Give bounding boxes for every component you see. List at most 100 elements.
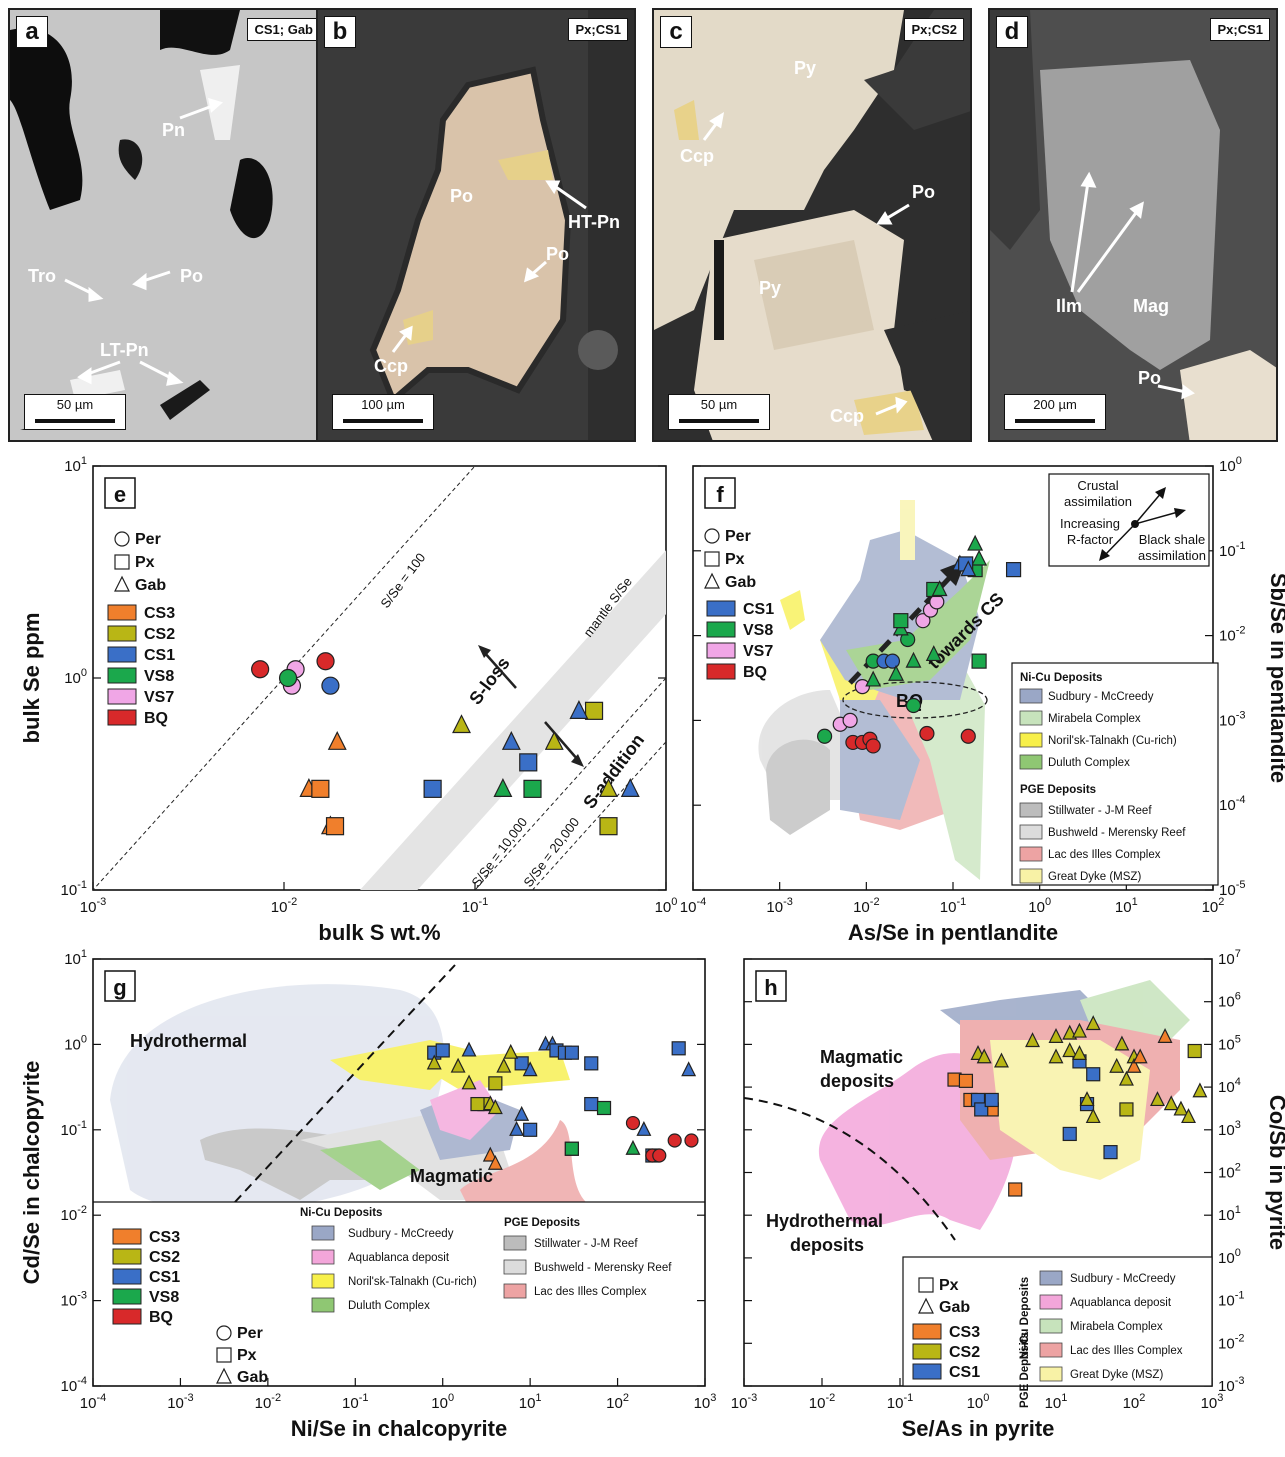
legend-swatch xyxy=(706,600,736,617)
y-tick-label: 10-4 xyxy=(1219,794,1245,814)
fields-legend-swatch xyxy=(311,1225,335,1241)
chart-g: 10-4 10-3 10-2 10-1 100 101 102 103 10-4 10-3 10-2… xyxy=(19,948,716,1441)
ratio-line xyxy=(474,677,666,890)
x-tick-label: 10-1 xyxy=(462,896,488,916)
legend-label: Gab xyxy=(237,1369,268,1386)
legend-label: Gab xyxy=(725,574,756,591)
y-tick-label: 100 xyxy=(1219,455,1242,475)
y-tick-label: 104 xyxy=(1218,1076,1241,1096)
legend-marker-gab xyxy=(704,572,720,589)
data-point xyxy=(984,1092,999,1108)
photo-c-mineral-label: Py xyxy=(759,278,782,298)
data-point xyxy=(584,1056,599,1071)
y-tick-label: 101 xyxy=(1218,1204,1241,1224)
annotation: Hydrothermal xyxy=(766,1211,883,1231)
y-tick-label: 10-1 xyxy=(61,1119,87,1139)
fields-legend-label: Stillwater - J-M Reef xyxy=(534,1238,638,1250)
fields-legend-label: Bushweld - Merensky Reef xyxy=(534,1262,672,1274)
photo-c-mineral-label: Po xyxy=(912,182,936,202)
deposit-fields xyxy=(758,500,990,880)
legend-label: BQ xyxy=(144,710,168,727)
photo-c-image xyxy=(654,10,970,440)
photo-b-mineral-label: Po xyxy=(546,244,570,264)
data-point xyxy=(900,631,916,648)
data-point xyxy=(522,1061,538,1077)
data-point xyxy=(671,1041,686,1056)
data-point xyxy=(971,653,987,669)
arrow-head xyxy=(1099,549,1110,561)
legend-label: Px xyxy=(939,1277,959,1294)
fields-legend-swatch xyxy=(503,1283,527,1299)
legend-label: Gab xyxy=(939,1299,970,1316)
legend-label: VS7 xyxy=(743,643,773,660)
data-points xyxy=(817,534,1022,754)
data-point xyxy=(523,1122,538,1137)
y-tick-label: 10-3 xyxy=(1219,709,1245,729)
data-point xyxy=(854,679,870,695)
y-tick-label: 102 xyxy=(1218,1162,1241,1182)
divider-line xyxy=(234,964,456,1203)
data-point xyxy=(1103,1145,1118,1160)
data-point xyxy=(1192,1082,1208,1098)
legend-swatch xyxy=(107,709,137,726)
x-tick-label: 10-1 xyxy=(940,896,966,916)
data-point xyxy=(667,1133,682,1148)
data-point xyxy=(452,714,471,734)
legend-swatch xyxy=(912,1323,942,1340)
data-point xyxy=(1187,1043,1202,1059)
photo-b: b Px;CS1 Po HT-Pn Po Ccp 100 µm xyxy=(316,8,636,442)
field-norilsk xyxy=(780,590,805,630)
data-point xyxy=(519,753,538,772)
legend-marker-gab xyxy=(216,1367,232,1384)
legend-swatch xyxy=(107,604,137,621)
photo-c-scale-text: 50 µm xyxy=(700,397,738,412)
fields-legend-label: Bushweld - Merensky Reef xyxy=(1048,827,1186,839)
legend-label: CS1 xyxy=(743,601,774,618)
fields-legend-swatch xyxy=(503,1259,527,1275)
data-point xyxy=(1150,1091,1165,1107)
photo-a-scale-text: 50 µm xyxy=(56,397,94,412)
fields-legend-label: Stillwater - J-M Reef xyxy=(1048,805,1152,817)
photo-c-mineral-label: Ccp xyxy=(830,406,865,426)
fields-legend-swatch xyxy=(1019,802,1043,818)
fields-legend-swatch xyxy=(311,1297,335,1313)
x-tick-label: 10-3 xyxy=(167,1392,193,1412)
legend-marker-per xyxy=(114,531,130,547)
fields-legend-swatch xyxy=(1019,846,1043,862)
arrow-head xyxy=(478,645,491,658)
y-tick-label: 10-3 xyxy=(1218,1375,1244,1395)
legend-swatch xyxy=(112,1288,142,1305)
data-point xyxy=(888,664,904,681)
fields-legend-title: PGE Deposits xyxy=(1020,784,1096,796)
inset-text: assimilation xyxy=(1138,548,1206,563)
y-tick-label: 10-2 xyxy=(61,1204,87,1224)
legend-label: CS2 xyxy=(149,1249,180,1266)
photo-c-scale-bar: 50 µm xyxy=(668,394,770,430)
photo-d-scale-text: 200 µm xyxy=(1033,397,1077,412)
y-tick-label: 10-3 xyxy=(61,1290,87,1310)
x-axis-label: Se/As in pyrite xyxy=(902,1416,1055,1441)
photo-c-mineral-label: Ccp xyxy=(680,146,715,166)
data-point xyxy=(544,730,564,750)
data-point xyxy=(1005,562,1022,578)
x-tick-label: 101 xyxy=(1115,896,1138,916)
data-points xyxy=(251,652,640,836)
photo-a-tag: CS1; Gab xyxy=(247,18,320,41)
photo-a-panel-label: a xyxy=(16,16,48,48)
fields-legend-swatch xyxy=(503,1235,527,1251)
fields-legend-swatch xyxy=(1019,868,1043,884)
panel-label: e xyxy=(114,482,126,507)
x-tick-label: 10-1 xyxy=(887,1392,913,1412)
annotation: deposits xyxy=(820,1071,894,1091)
data-point xyxy=(514,1056,529,1071)
y-tick-label: 10-2 xyxy=(1219,625,1245,645)
data-point xyxy=(925,645,942,662)
legend-label: CS1 xyxy=(149,1269,180,1286)
legend-label: BQ xyxy=(743,664,767,681)
y-axis-label: Cd/Se in chalcopyrite xyxy=(19,1061,44,1285)
fields-legend-title: Ni-Cu Deposits xyxy=(300,1207,382,1219)
data-point xyxy=(1085,1015,1101,1031)
fields-legend-swatch xyxy=(1039,1366,1063,1382)
inset-text: R-factor xyxy=(1067,532,1114,547)
x-tick-label: 100 xyxy=(655,896,678,916)
